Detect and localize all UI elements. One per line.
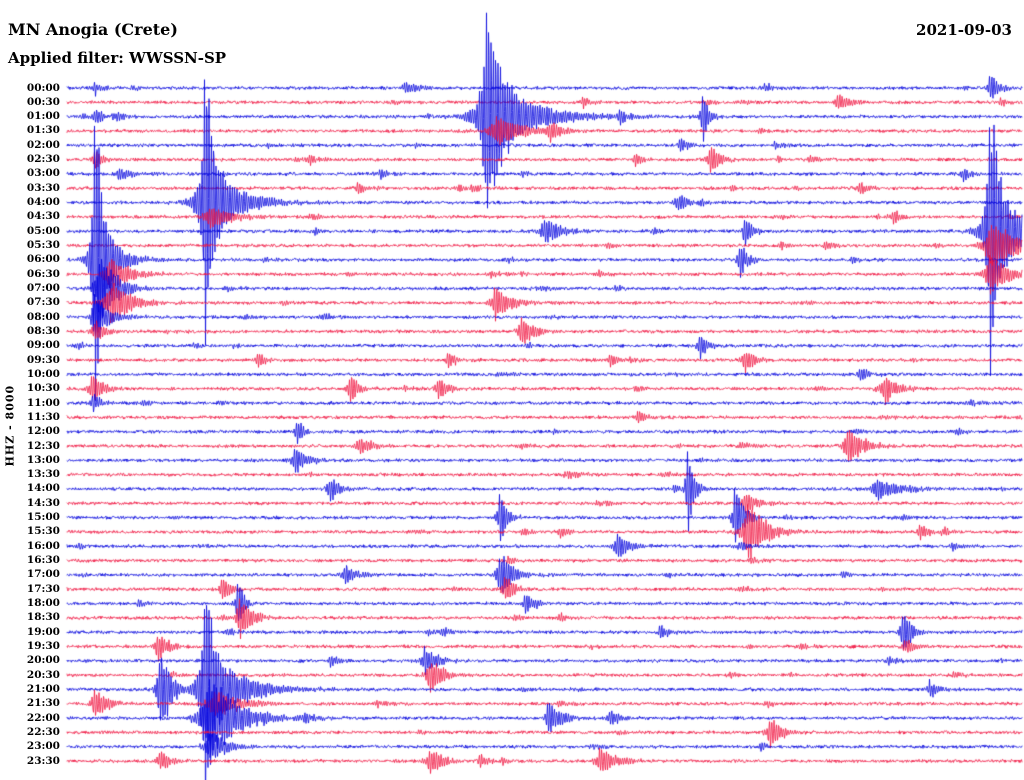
row-time-label: 14:30: [26, 496, 60, 509]
row-time-label: 01:00: [26, 110, 60, 123]
row-time-label: 00:30: [26, 95, 60, 108]
row-time-label: 16:30: [26, 554, 60, 567]
row-time-label: 04:00: [26, 196, 60, 209]
row-time-label: 14:00: [26, 482, 60, 495]
row-time-label: 21:00: [26, 682, 60, 695]
row-time-label: 04:30: [26, 210, 60, 223]
row-time-label: 09:00: [26, 339, 60, 352]
row-time-label: 13:30: [26, 468, 60, 481]
row-time-label: 05:30: [26, 239, 60, 252]
row-time-label: 09:30: [26, 353, 60, 366]
row-time-label: 11:00: [26, 396, 60, 409]
row-time-label: 22:00: [26, 711, 60, 724]
row-time-label: 19:30: [26, 639, 60, 652]
row-time-label: 12:30: [26, 439, 60, 452]
channel-scale-label: HHZ - 8000: [3, 384, 17, 467]
row-time-label: 02:30: [26, 153, 60, 166]
row-time-label: 15:30: [26, 525, 60, 538]
row-time-label: 10:30: [26, 382, 60, 395]
row-time-label: 01:30: [26, 124, 60, 137]
row-time-label: 05:00: [26, 224, 60, 237]
station-title: MN Anogia (Crete): [8, 20, 178, 39]
applied-filter-label: Applied filter: WWSSN-SP: [8, 49, 227, 67]
row-time-label: 07:30: [26, 296, 60, 309]
row-time-label: 21:30: [26, 697, 60, 710]
row-time-label: 10:00: [26, 367, 60, 380]
row-time-label: 15:00: [26, 511, 60, 524]
row-time-label: 03:30: [26, 181, 60, 194]
date-label: 2021-09-03: [916, 21, 1012, 39]
row-time-label: 03:00: [26, 167, 60, 180]
row-time-label: 13:00: [26, 453, 60, 466]
row-time-label: 12:00: [26, 425, 60, 438]
row-time-label: 02:00: [26, 138, 60, 151]
row-time-label: 20:30: [26, 668, 60, 681]
row-time-label: 07:00: [26, 281, 60, 294]
row-time-label: 19:00: [26, 625, 60, 638]
row-time-label: 16:00: [26, 539, 60, 552]
row-time-label: 17:30: [26, 582, 60, 595]
row-time-label: 17:00: [26, 568, 60, 581]
row-time-label: 18:30: [26, 611, 60, 624]
row-time-label: 08:30: [26, 324, 60, 337]
row-time-label: 00:00: [26, 81, 60, 94]
row-time-label: 11:30: [26, 410, 60, 423]
row-time-label: 06:30: [26, 267, 60, 280]
row-time-label: 22:30: [26, 725, 60, 738]
row-time-label: 08:00: [26, 310, 60, 323]
row-time-label: 06:00: [26, 253, 60, 266]
row-time-label: 23:00: [26, 740, 60, 753]
row-time-label: 20:00: [26, 654, 60, 667]
row-time-label: 23:30: [26, 754, 60, 767]
row-time-label: 18:00: [26, 597, 60, 610]
